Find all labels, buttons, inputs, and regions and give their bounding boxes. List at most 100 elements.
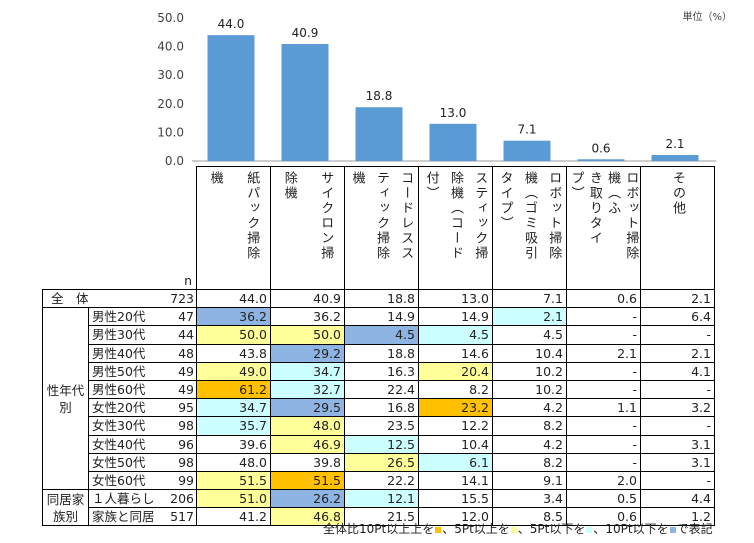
- y-tick-label: 10.0: [157, 125, 184, 139]
- table-cell: 13.0: [418, 288, 493, 309]
- bar-value-label: 44.0: [218, 17, 245, 31]
- n-value: 49: [164, 379, 197, 400]
- table-cell: 12.1: [344, 489, 419, 509]
- table-cell: 32.7: [270, 379, 345, 400]
- table-cell: 3.4: [492, 489, 567, 509]
- table-cell: 12.2: [418, 416, 493, 436]
- table-cell: 2.1: [640, 343, 715, 363]
- column-header-text: ロボット掃除: [623, 171, 639, 261]
- legend-after-gold: 、5Pt以上を: [442, 522, 510, 536]
- table-cell: 22.4: [344, 379, 419, 400]
- table-cell: 49.0: [196, 361, 271, 381]
- total-row: 全 体 723 44.0 40.9 18.8 13.0 7.1 0.6 2.1: [42, 288, 715, 309]
- table-cell: 14.6: [418, 343, 493, 363]
- table-cell: 6.1: [418, 452, 493, 472]
- table-cell: 7.1: [492, 288, 567, 309]
- table-row: 女性50代 98 48.0 39.8 26.5 6.1 8.2-3.1: [43, 452, 715, 472]
- table-cell: 4.2: [492, 398, 567, 418]
- legend-swatch-plus5: [510, 526, 517, 533]
- data-table: n 機紙パック掃除 除機 サイクロン掃機ティック掃除 コードレスス 付） 除機（コード スティ…: [42, 166, 715, 527]
- row-label: 女性20代: [88, 398, 165, 418]
- table-cell: 2.1: [492, 307, 567, 327]
- table-cell: -: [566, 307, 641, 327]
- y-tick-label: 50.0: [157, 11, 184, 25]
- bar-value-label: 18.8: [366, 89, 393, 103]
- row-label: １人暮らし: [88, 489, 165, 509]
- n-value: 44: [164, 325, 197, 345]
- table-cell: 43.8: [196, 343, 271, 363]
- table-cell: 12.0: [418, 507, 493, 527]
- column-header-text: き取りタイ: [586, 171, 602, 246]
- table-cell: 39.8: [270, 452, 345, 472]
- table-cell: 26.5: [344, 452, 419, 472]
- table-row: 男性40代 48 43.8 29.2 18.8 14.6 10.4 2.1 2.1: [43, 343, 715, 363]
- n-value: 98: [164, 452, 197, 472]
- n-value: 96: [164, 434, 197, 454]
- table-cell: 2.1: [640, 288, 715, 309]
- row-label: 女性50代: [88, 452, 165, 472]
- column-header: 機ティック掃除 コードレスス: [344, 166, 419, 290]
- column-header-text: その他: [670, 171, 685, 216]
- column-header-text: プ）: [568, 171, 584, 201]
- n-value: 206: [164, 489, 197, 509]
- bar-value-label: 2.1: [665, 137, 684, 151]
- column-header-text: 除機（コード: [447, 171, 463, 261]
- column-header-text: 付）: [423, 171, 439, 201]
- column-header-text: 除機: [281, 171, 297, 201]
- table-cell: 4.5: [418, 325, 493, 345]
- table-cell: 34.7: [196, 398, 271, 418]
- table-cell: 50.0: [270, 325, 345, 345]
- table-cell: 44.0: [196, 288, 271, 309]
- table-cell: 0.6: [566, 288, 641, 309]
- table-cell: 18.8: [344, 343, 419, 363]
- column-header: タイプ） 機（ゴミ吸引 ロボット掃除: [492, 166, 567, 290]
- column-header-text: 機（ふ: [605, 171, 621, 216]
- table-cell: 36.2: [196, 307, 271, 327]
- table-cell: -: [566, 325, 641, 345]
- column-header-text: ティック掃除: [373, 171, 389, 261]
- table-cell: 48.0: [270, 416, 345, 436]
- legend-after-yellow: 、5Pt以下を: [517, 522, 586, 536]
- total-label: 全 体: [42, 288, 165, 309]
- table-row: 性年代別 男性20代 47 36.2 36.2 14.9 14.9 2.1-6.4: [42, 307, 715, 491]
- table-row: 男性60代 49 61.2 32.7 22.4 8.2 10.2- -: [43, 379, 715, 400]
- table-cell: 4.2: [492, 434, 567, 454]
- table-cell: -: [566, 379, 641, 400]
- row-label: 男性50代: [88, 361, 165, 381]
- column-header-text: サイクロン掃: [318, 171, 334, 261]
- unit-label: 単位（%）: [682, 12, 732, 23]
- column-header-text: スティック掃: [472, 171, 488, 261]
- table-cell: -: [566, 416, 641, 436]
- row-label: 男性20代: [88, 307, 165, 327]
- table-cell: 10.2: [492, 379, 567, 400]
- n-value: 95: [164, 398, 197, 418]
- header-row: n 機紙パック掃除 除機 サイクロン掃機ティック掃除 コードレスス 付） 除機（コード スティ…: [43, 166, 715, 290]
- table-cell: 0.6: [566, 507, 641, 527]
- table-cell: 3.1: [640, 452, 715, 472]
- table-row: 男性50代 49 49.0 34.7 16.3 20.4 10.2-4.1: [43, 361, 715, 381]
- table-cell: 29.5: [270, 398, 345, 418]
- table-cell: 4.4: [640, 489, 715, 509]
- column-header: 除機 サイクロン掃: [270, 166, 345, 290]
- table-cell: 39.6: [196, 434, 271, 454]
- column-header: プ） き取りタイ 機（ふ ロボット掃除: [566, 166, 641, 290]
- n-header: n: [164, 166, 197, 290]
- table-cell: 22.2: [344, 470, 419, 491]
- table-cell: 51.5: [270, 470, 345, 491]
- bar: [207, 35, 255, 161]
- y-tick-label: 40.0: [157, 40, 184, 54]
- row-label: 女性30代: [88, 416, 165, 436]
- column-header: 付） 除機（コード スティック掃: [418, 166, 493, 290]
- table-cell: 2.0: [566, 470, 641, 491]
- column-header: その他: [640, 166, 715, 290]
- table-cell: 8.2: [492, 416, 567, 436]
- column-header-text: 紙パック掃除: [244, 171, 260, 261]
- table-cell: 8.2: [492, 452, 567, 472]
- bar: [281, 44, 329, 161]
- bar-value-label: 40.9: [292, 26, 319, 40]
- n-value: 49: [164, 361, 197, 381]
- table-row: 家族と同居 517 41.2 46.8 21.5 12.0 8.5 0.6 1.2: [43, 507, 715, 527]
- n-value: 517: [164, 507, 197, 527]
- table-cell: 48.0: [196, 452, 271, 472]
- group-label: 同居家族別: [42, 489, 89, 527]
